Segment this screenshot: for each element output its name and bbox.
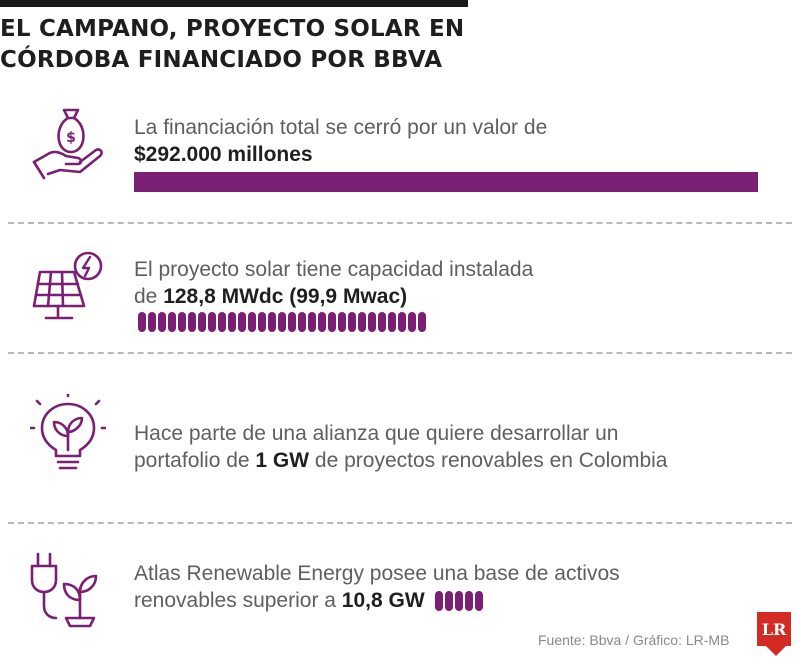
capacity-value: 128,8 MWdc (99,9 Mwac) <box>163 285 408 308</box>
pill-segment <box>297 312 307 332</box>
pill-segment <box>357 312 367 332</box>
atlas-value: 10,8 GW <box>341 589 425 612</box>
pill-segment <box>287 312 297 332</box>
financing-line-1: La financiación total se cerró por un va… <box>134 116 548 139</box>
pill-segment <box>454 590 464 611</box>
atlas-text: Atlas Renewable Energy posee una base de… <box>134 560 620 614</box>
source-credit: Fuente: Bbva / Gráfico: LR-MB <box>538 632 730 648</box>
pill-segment <box>207 312 217 332</box>
pill-segment <box>187 312 197 332</box>
alliance-line-1: Hace parte de una alianza que quiere des… <box>134 422 619 445</box>
pill-segment <box>138 312 147 332</box>
financing-text: La financiación total se cerró por un va… <box>134 114 547 168</box>
pill-segment <box>407 312 416 332</box>
capacity-line-1: El proyecto solar tiene capacidad instal… <box>134 258 534 281</box>
lr-logo-tail <box>766 646 786 656</box>
pill-segment <box>434 590 444 611</box>
alliance-line-2-suffix: de proyectos renovables en Colombia <box>309 449 668 472</box>
capacity-text: El proyecto solar tiene capacidad instal… <box>134 256 533 310</box>
svg-text:$: $ <box>66 130 76 146</box>
financing-bar <box>134 172 758 192</box>
pill-segment <box>464 590 474 611</box>
pill-segment <box>217 312 227 332</box>
pill-segment <box>337 312 347 332</box>
lightbulb-leaf-icon <box>30 394 106 474</box>
atlas-pill-bar <box>434 590 483 611</box>
pill-segment <box>147 312 157 332</box>
pill-segment <box>227 312 237 332</box>
pill-segment <box>377 312 387 332</box>
pill-segment <box>267 312 277 332</box>
pill-segment <box>417 312 426 332</box>
alliance-text: Hace parte de una alianza que quiere des… <box>134 420 667 474</box>
atlas-line-1: Atlas Renewable Energy posee una base de… <box>134 562 620 585</box>
pill-segment <box>247 312 257 332</box>
alliance-value: 1 GW <box>255 449 310 472</box>
pill-segment <box>444 590 454 611</box>
capacity-prefix: de <box>134 285 164 308</box>
money-bag-hand-icon: $ <box>30 104 106 184</box>
financing-amount: $292.000 millones <box>134 143 313 166</box>
pill-segment <box>387 312 396 332</box>
pill-segment <box>347 312 357 332</box>
capacity-pill-bar <box>138 312 426 332</box>
pill-segment <box>397 312 406 332</box>
divider-1 <box>8 222 792 224</box>
pill-segment <box>277 312 287 332</box>
title-line-2: CÓRDOBA FINANCIADO POR BBVA <box>0 47 443 73</box>
atlas-prefix: renovables superior a <box>134 589 342 612</box>
pill-segment <box>327 312 337 332</box>
pill-segment <box>177 312 187 332</box>
pill-segment <box>237 312 247 332</box>
divider-2 <box>8 352 792 354</box>
pill-segment <box>367 312 377 332</box>
divider-3 <box>8 522 792 524</box>
title-line-1: EL CAMPANO, PROYECTO SOLAR EN <box>0 16 465 42</box>
solar-panel-icon <box>30 244 106 324</box>
top-rule <box>0 0 468 7</box>
page-title: EL CAMPANO, PROYECTO SOLAR EN CÓRDOBA FI… <box>0 14 520 76</box>
pill-segment <box>167 312 177 332</box>
pill-segment <box>157 312 167 332</box>
lr-logo: LR <box>757 612 791 646</box>
pill-segment <box>307 312 317 332</box>
pill-segment <box>197 312 207 332</box>
pill-segment <box>257 312 267 332</box>
plug-plant-icon <box>30 548 106 628</box>
pill-segment <box>474 590 483 611</box>
pill-segment <box>317 312 327 332</box>
alliance-line-2-prefix: portafolio de <box>134 449 256 472</box>
